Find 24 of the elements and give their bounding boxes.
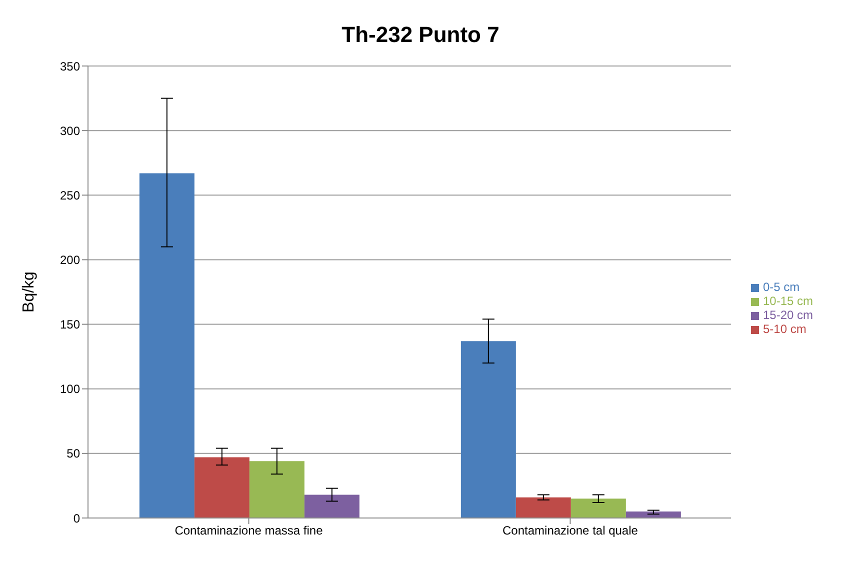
y-tick-label: 100 [60,382,80,396]
y-tick-label: 50 [66,446,80,461]
y-tick-label: 350 [60,59,80,74]
chart-title: Th-232 Punto 7 [340,21,500,49]
y-tick-label: 0 [73,511,80,526]
bar [249,461,304,518]
x-tick-label: Contaminazione massa fine [174,524,324,538]
y-tick-label: 150 [60,318,80,332]
bar [626,512,681,518]
y-tick-label: 200 [60,252,80,267]
bar [570,498,626,518]
y-axis-title: Bq/kg [20,272,38,312]
bar [139,173,194,518]
bar [460,341,516,518]
bar [194,457,250,518]
bar [304,494,360,518]
legend-label: 10-15 cm [762,294,813,308]
legend-label: 0-5 cm [762,280,800,294]
bar [516,497,571,518]
x-tick-label: Contaminazione tal quale [502,524,638,538]
legend-label: 15-20 cm [762,308,813,322]
legend-label: 5-10 cm [762,322,806,336]
y-tick-label: 250 [60,188,80,202]
y-tick-label: 300 [60,124,80,138]
